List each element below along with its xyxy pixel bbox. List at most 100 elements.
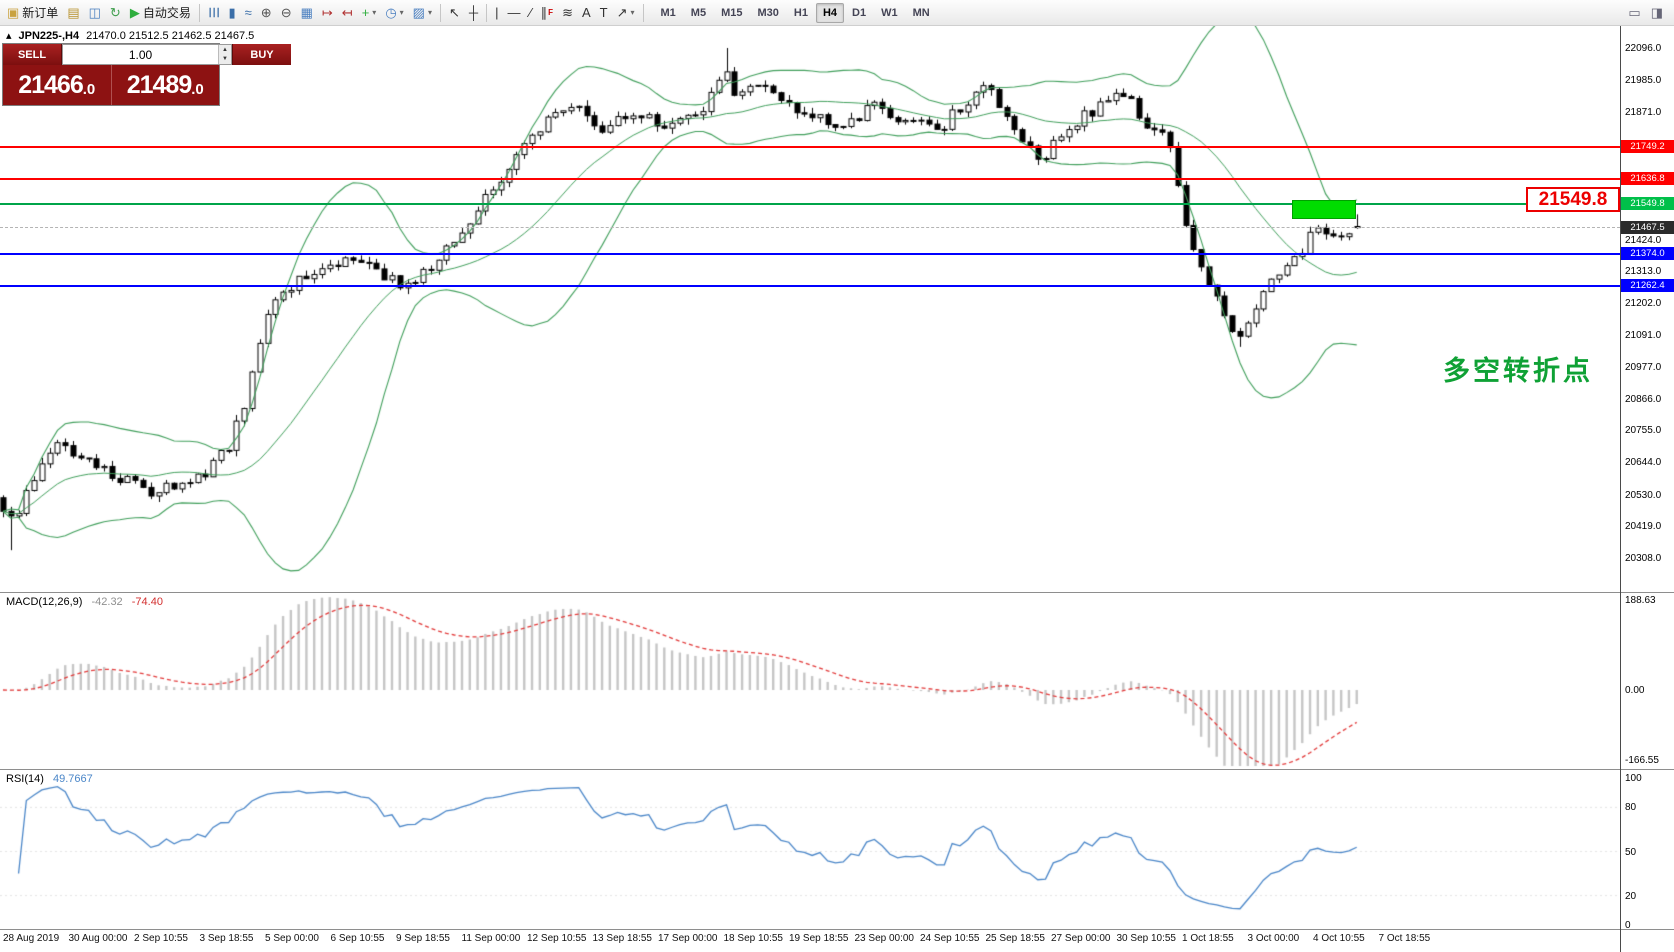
- refresh-icon[interactable]: ↻: [106, 2, 125, 24]
- templates-glyph: ▨: [412, 5, 425, 20]
- timeframe-d1[interactable]: D1: [852, 6, 867, 19]
- buy-price[interactable]: 21489 .0: [126, 70, 204, 99]
- market-watch-icon[interactable]: ◫: [85, 2, 105, 24]
- time-axis-label: 30 Aug 00:00: [68, 933, 128, 944]
- new-chart-glyph: +: [361, 5, 370, 20]
- market-watch-icon-glyph: ◫: [88, 5, 101, 20]
- support-line-upper[interactable]: [0, 252, 1620, 255]
- bar-chart-button[interactable]: ☰: [204, 2, 224, 24]
- chevron-down-icon: ▾: [399, 8, 404, 17]
- time-axis-label: 2 Sep 10:55: [134, 933, 188, 944]
- symbol-info: ▴ JPN225-,H4 21470.0 21512.5 21462.5 214…: [6, 29, 255, 43]
- vertical-line-glyph: |: [495, 5, 499, 20]
- pivot-line[interactable]: [0, 202, 1620, 205]
- chart-window-icon[interactable]: ▤: [63, 2, 83, 24]
- price-badge: 21262.4: [1621, 279, 1674, 293]
- volume-input[interactable]: [63, 45, 218, 64]
- new-order-button[interactable]: ▣ 新订单: [3, 2, 62, 24]
- timeframe-m30[interactable]: M30: [757, 6, 779, 19]
- new-chart-button[interactable]: + ▾: [358, 2, 381, 24]
- horizontal-line-button[interactable]: ―: [504, 2, 525, 24]
- highlight-rectangle[interactable]: [1292, 200, 1356, 219]
- shapes-button[interactable]: ↗ ▾: [613, 2, 639, 24]
- channel-button[interactable]: ∥ F: [537, 2, 557, 24]
- zoom-in-button[interactable]: ⊕: [257, 2, 276, 24]
- price-axis-tick: 20419.0: [1625, 521, 1662, 533]
- chevron-down-icon: ▾: [630, 8, 635, 17]
- price-axis-tick: 20308.0: [1625, 552, 1662, 564]
- zoom-in-glyph: ⊕: [260, 5, 272, 20]
- macd-axis-tick: 188.63: [1625, 594, 1656, 606]
- timeframe-m15[interactable]: M15: [721, 6, 743, 19]
- volume-up-button[interactable]: ▲: [219, 45, 231, 55]
- macd-panel-canvas[interactable]: [0, 593, 1620, 769]
- docking-icon[interactable]: ◨: [1647, 2, 1667, 24]
- tile-windows-glyph: ▦: [300, 5, 313, 20]
- time-axis-label: 12 Sep 10:55: [527, 933, 587, 944]
- candle-chart-button[interactable]: ▮: [224, 2, 239, 24]
- ohlc-readout: 21470.0 21512.5 21462.5 21467.5: [86, 29, 255, 42]
- time-axis-label: 4 Oct 10:55: [1313, 933, 1365, 944]
- line-chart-button[interactable]: ≈: [241, 2, 256, 24]
- timeframe-h4[interactable]: H4: [815, 2, 845, 23]
- rsi-value: 49.7667: [52, 773, 93, 785]
- toolbar-separator: [198, 3, 200, 22]
- macd-axis-tick: 0.00: [1625, 685, 1645, 696]
- vertical-line-button[interactable]: |: [491, 2, 502, 24]
- time-axis-label: 25 Sep 18:55: [985, 933, 1046, 944]
- horizontal-line-glyph: ―: [507, 5, 521, 20]
- time-axis-label: 9 Sep 18:55: [396, 933, 450, 944]
- timeframe-w1[interactable]: W1: [881, 6, 898, 19]
- time-axis-label: 17 Sep 00:00: [658, 933, 718, 944]
- trendline-button[interactable]: ∕: [526, 2, 536, 24]
- panel-separator[interactable]: [0, 592, 1674, 593]
- volume-down-button[interactable]: ▼: [219, 54, 231, 64]
- sell-button[interactable]: SELL: [3, 44, 62, 65]
- support-line-lower[interactable]: [0, 284, 1620, 287]
- toolbar-separator: [642, 3, 644, 22]
- fibonacci-button[interactable]: ≋: [558, 2, 577, 24]
- price-axis-tick: 21985.0: [1625, 74, 1662, 86]
- timeframe-mn[interactable]: MN: [912, 6, 930, 19]
- periods-button[interactable]: ◷ ▾: [381, 2, 407, 24]
- label-button[interactable]: T: [596, 2, 612, 24]
- chart-shift-button[interactable]: ↤: [338, 2, 357, 24]
- autotrading-button[interactable]: ▶ 自动交易: [126, 2, 195, 24]
- key-price-callout[interactable]: 21549.8: [1526, 187, 1620, 212]
- sell-price[interactable]: 21466 .0: [3, 65, 112, 105]
- resistance-line-lower[interactable]: [0, 177, 1620, 180]
- candle-chart-glyph: ▮: [228, 5, 236, 20]
- timeframe-m1[interactable]: M1: [660, 6, 676, 19]
- rsi-axis-tick: 80: [1625, 802, 1637, 814]
- auto-scroll-button[interactable]: ↦: [318, 2, 337, 24]
- time-axis-label: 30 Sep 10:55: [1116, 933, 1177, 944]
- timeframe-m5[interactable]: M5: [690, 6, 707, 19]
- auto-scroll-glyph: ↦: [321, 5, 333, 20]
- timeframe-group: M1 M5 M15 M30 H1 H4 D1 W1 MN: [654, 2, 937, 23]
- resistance-line-upper[interactable]: [0, 145, 1620, 148]
- chart-annotation-text[interactable]: 多空转折点: [1443, 356, 1593, 386]
- current-price-line: [0, 227, 1620, 229]
- rsi-axis-tick: 20: [1625, 890, 1637, 902]
- price-axis-tick: 21313.0: [1625, 266, 1662, 278]
- time-axis-label: 28 Aug 2019: [3, 933, 60, 944]
- zoom-out-button[interactable]: ⊖: [277, 2, 296, 24]
- docking-icon: ◨: [1650, 5, 1663, 20]
- panel-separator[interactable]: [0, 769, 1674, 770]
- price-axis-border: [1620, 26, 1621, 952]
- price-chart-canvas[interactable]: [0, 26, 1620, 592]
- autotrading-glyph: ▶: [129, 5, 140, 20]
- cursor-button[interactable]: ↖: [445, 2, 464, 24]
- float-window-icon: ▭: [1628, 5, 1641, 20]
- timeframe-h1[interactable]: H1: [793, 6, 808, 19]
- tool-badge: F: [548, 8, 554, 17]
- float-window-icon[interactable]: ▭: [1624, 2, 1644, 24]
- templates-button[interactable]: ▨ ▾: [409, 2, 436, 24]
- shapes-glyph: ↗: [616, 5, 628, 20]
- crosshair-button[interactable]: ┼: [465, 2, 482, 24]
- buy-button[interactable]: BUY: [232, 44, 291, 65]
- tile-windows-button[interactable]: ▦: [297, 2, 317, 24]
- text-button[interactable]: A: [578, 2, 595, 24]
- rsi-panel-canvas[interactable]: [0, 770, 1620, 929]
